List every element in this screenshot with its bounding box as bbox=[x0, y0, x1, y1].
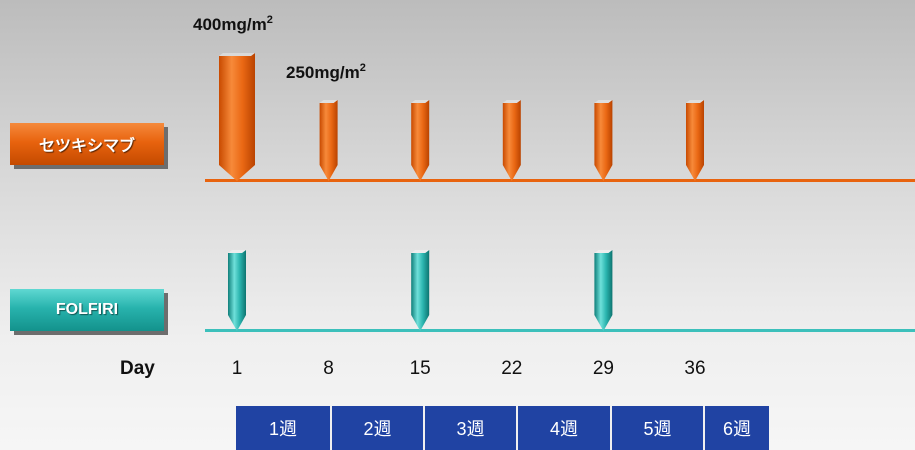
drug-a-dose-marker-day-22-body bbox=[502, 100, 521, 181]
drug-a-label: セツキシマブ bbox=[10, 123, 164, 165]
drug-b-label: FOLFIRI bbox=[10, 289, 164, 331]
drug-a-dose-marker-day-15-body bbox=[411, 100, 430, 181]
day-tick-8: 8 bbox=[323, 358, 334, 379]
drug-b-dose-marker-day-1-body bbox=[228, 250, 246, 331]
drug-b-dose-marker-day-1-cap bbox=[228, 250, 246, 253]
drug-b-dose-marker-day-29 bbox=[594, 250, 613, 331]
drug-b-dose-marker-day-29-cap bbox=[594, 250, 613, 253]
week-box-5: 5週 bbox=[610, 406, 703, 450]
maintenance-dose-sup: 2 bbox=[359, 62, 366, 74]
week-box-6: 6週 bbox=[703, 406, 769, 450]
drug-b-dose-marker-day-15-cap bbox=[411, 250, 430, 253]
day-tick-22: 22 bbox=[501, 358, 523, 379]
drug-b-dose-marker-day-29-body bbox=[594, 250, 613, 331]
drug-b-dose-marker-day-15 bbox=[411, 250, 430, 331]
drug-a-dose-marker-day-36-body bbox=[686, 100, 704, 181]
maintenance-dose-unit: mg/m bbox=[314, 63, 360, 82]
drug-a-loading-dose-marker bbox=[219, 53, 255, 181]
maintenance-dose-label: 250mg/m2 bbox=[286, 62, 366, 83]
day-axis-title: Day bbox=[120, 358, 155, 379]
loading-dose-value: 400 bbox=[193, 15, 222, 34]
day-tick-1: 1 bbox=[231, 358, 243, 379]
week-box-1: 1週 bbox=[236, 406, 330, 450]
drug-a-dose-marker-day-22 bbox=[502, 100, 521, 181]
drug-a-dose-marker-day-29-body bbox=[594, 100, 613, 181]
drug-b-timeline bbox=[205, 329, 915, 332]
week-box-2: 2週 bbox=[330, 406, 423, 450]
maintenance-dose-value: 250 bbox=[286, 63, 315, 82]
drug-a-dose-marker-day-36 bbox=[686, 100, 704, 181]
drug-a-loading-dose-marker-cap bbox=[219, 53, 255, 56]
drug-a-dose-marker-day-29-cap bbox=[594, 100, 613, 103]
loading-dose-unit: mg/m bbox=[221, 15, 267, 34]
loading-dose-sup: 2 bbox=[266, 14, 273, 26]
drug-a-dose-marker-day-22-cap bbox=[502, 100, 521, 103]
drug-a-dose-marker-day-36-cap bbox=[686, 100, 704, 103]
drug-a-timeline bbox=[205, 179, 915, 182]
loading-dose-label: 400mg/m2 bbox=[193, 14, 273, 35]
week-box-3: 3週 bbox=[423, 406, 516, 450]
drug-a-dose-marker-day-8 bbox=[319, 100, 338, 181]
drug-a-dose-marker-day-29 bbox=[594, 100, 613, 181]
drug-a-dose-marker-day-15 bbox=[411, 100, 430, 181]
drug-a-dose-marker-day-8-cap bbox=[319, 100, 338, 103]
day-tick-36: 36 bbox=[684, 358, 706, 379]
drug-a-loading-dose-marker-body bbox=[219, 53, 255, 181]
day-tick-29: 29 bbox=[592, 358, 614, 379]
drug-a-dose-marker-day-15-cap bbox=[411, 100, 430, 103]
drug-a-dose-marker-day-8-body bbox=[319, 100, 338, 181]
drug-b-dose-marker-day-1 bbox=[228, 250, 246, 331]
day-tick-15: 15 bbox=[409, 358, 431, 379]
week-box-4: 4週 bbox=[516, 406, 610, 450]
drug-b-dose-marker-day-15-body bbox=[411, 250, 430, 331]
